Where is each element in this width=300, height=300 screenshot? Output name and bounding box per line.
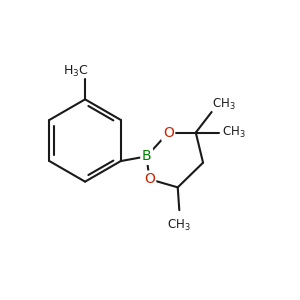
- Text: H$_3$C: H$_3$C: [63, 64, 89, 79]
- Text: O: O: [163, 126, 174, 140]
- Text: CH$_3$: CH$_3$: [222, 125, 245, 140]
- Text: B: B: [142, 149, 152, 163]
- Text: O: O: [144, 172, 155, 186]
- Text: CH$_3$: CH$_3$: [212, 97, 236, 112]
- Text: CH$_3$: CH$_3$: [167, 218, 191, 232]
